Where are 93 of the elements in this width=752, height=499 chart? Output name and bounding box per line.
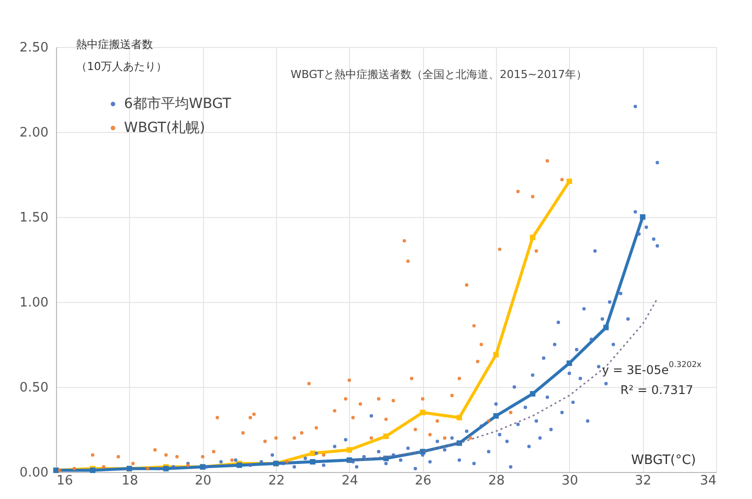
point — [560, 178, 564, 182]
point — [640, 214, 646, 220]
point — [493, 352, 499, 358]
x-tick-label: 28 — [488, 474, 505, 488]
point — [530, 391, 536, 397]
point — [252, 412, 256, 416]
point — [116, 454, 120, 458]
point — [58, 468, 62, 472]
point — [230, 458, 234, 462]
point — [310, 459, 316, 465]
point — [420, 397, 424, 401]
point — [307, 382, 311, 386]
point — [546, 159, 550, 163]
point — [72, 466, 76, 470]
point — [530, 194, 534, 198]
x-tick-label: 20 — [194, 474, 212, 488]
point — [102, 465, 106, 469]
y-axis-title: 熱中症搬送者数（10万人あたり） — [76, 38, 167, 73]
x-tick-label: 34 — [700, 474, 716, 488]
point — [498, 248, 502, 252]
y-tick-label: 1.00 — [20, 296, 48, 310]
point — [458, 376, 462, 380]
y-tick-label: 2.50 — [20, 40, 48, 56]
point — [310, 450, 316, 456]
point — [392, 398, 396, 402]
point — [420, 410, 426, 416]
point — [464, 283, 468, 287]
point — [493, 413, 499, 419]
y-tick-label: 1.50 — [20, 210, 48, 226]
point — [241, 431, 245, 435]
point — [285, 460, 289, 464]
point — [456, 440, 462, 446]
annotation: R² = 0.7317 — [620, 383, 694, 397]
point — [472, 324, 476, 328]
point — [292, 436, 296, 440]
point — [428, 432, 432, 436]
point — [212, 450, 216, 454]
point — [410, 376, 414, 380]
point — [146, 466, 150, 470]
point — [456, 414, 462, 420]
point — [530, 234, 536, 240]
legend-label: 6都市平均WBGT — [124, 96, 232, 112]
text: WBGTと熱中症搬送者数（全国と北海道、2015~2017年） — [290, 68, 587, 81]
point — [314, 426, 318, 430]
point — [436, 419, 440, 423]
point — [516, 190, 520, 194]
y-tick-label: 0.50 — [20, 380, 48, 396]
point — [90, 453, 94, 457]
point — [566, 360, 572, 366]
point — [414, 428, 418, 432]
y-tick-label: 2.00 — [20, 126, 48, 140]
x-tick-label: 24 — [342, 474, 358, 488]
point — [566, 178, 572, 184]
x-tick-label: 30 — [562, 474, 578, 488]
point — [346, 447, 352, 453]
x-tick-label: 18 — [122, 474, 138, 488]
point — [344, 397, 348, 401]
legend-label: WBGT(札幌) — [124, 120, 206, 136]
point — [263, 440, 267, 444]
point — [468, 436, 472, 440]
point — [376, 397, 380, 401]
point — [248, 416, 252, 420]
point — [358, 402, 362, 406]
point — [384, 418, 388, 422]
point — [406, 259, 410, 263]
point — [534, 249, 538, 253]
point — [274, 436, 278, 440]
point — [450, 394, 454, 398]
point — [508, 410, 512, 414]
x-tick-label: 32 — [634, 474, 652, 488]
x-tick-label: 22 — [268, 474, 285, 488]
point — [442, 436, 446, 440]
point — [348, 378, 352, 382]
y-tick-label: 0.00 — [20, 466, 48, 480]
point — [476, 360, 480, 364]
point — [300, 431, 304, 435]
point — [164, 453, 168, 457]
point — [153, 448, 157, 452]
point — [370, 436, 374, 440]
point — [332, 409, 336, 413]
x-tick-label: 16 — [56, 474, 74, 488]
point — [486, 419, 490, 423]
point — [131, 462, 135, 466]
point — [175, 454, 179, 458]
point — [200, 454, 204, 458]
point — [402, 239, 406, 243]
point — [383, 434, 389, 440]
x-tick-label: 26 — [414, 474, 432, 488]
point — [351, 416, 355, 420]
point — [322, 453, 326, 457]
x-axis-title: WBGT(°C) — [631, 453, 696, 468]
point — [216, 416, 220, 420]
point — [480, 342, 484, 346]
